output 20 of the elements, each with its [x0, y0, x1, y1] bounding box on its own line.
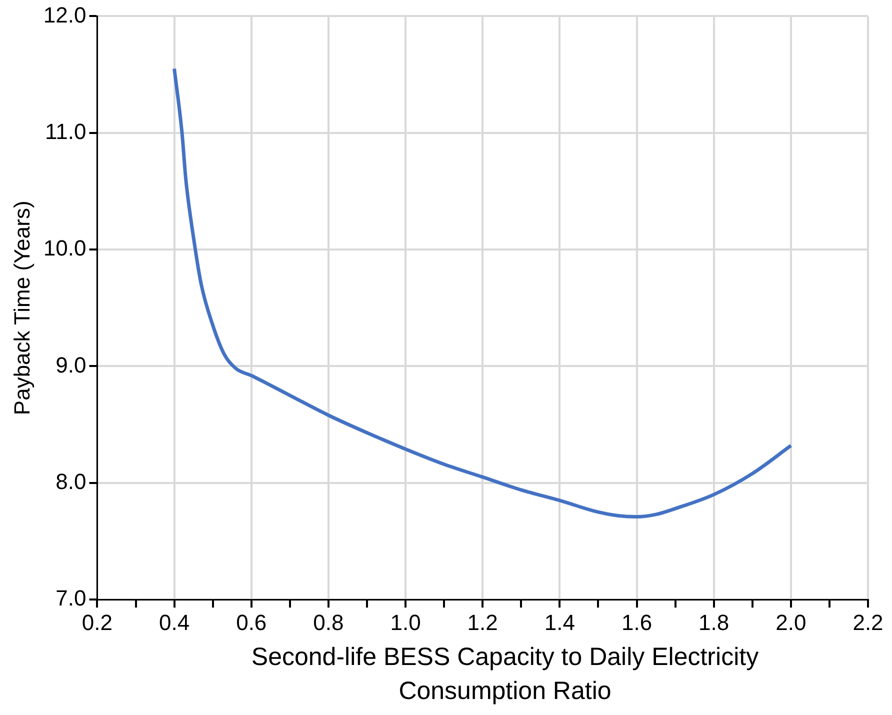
x-tick-label: 2.2	[852, 610, 884, 635]
y-tick-label: 10.0	[43, 236, 86, 261]
y-tick-label: 9.0	[56, 352, 86, 378]
x-tick-label: 1.6	[621, 610, 652, 635]
y-axis-title: Payback Time (Years)	[9, 200, 34, 416]
line-series	[172, 66, 793, 519]
y-tick-label: 8.0	[56, 468, 86, 494]
x-tick-label: 2.0	[776, 610, 806, 635]
x-tick-label: 0.8	[313, 610, 344, 635]
x-tick-label: 1.2	[467, 610, 498, 635]
x-axis-title: Second-life BESS Capacity to Daily Electricity Consumption Ratio	[250, 642, 760, 707]
x-tick-label: 1.4	[544, 610, 575, 635]
y-tick-label: 12.0	[43, 2, 86, 28]
x-tick-label: 0.4	[159, 610, 190, 635]
y-tick-label: 11.0	[45, 118, 86, 144]
x-tick-label: 1.0	[390, 610, 421, 635]
x-tick-label: 0.6	[236, 610, 267, 635]
y-tick-label: 7.0	[56, 586, 86, 611]
x-tick-label: 0.2	[82, 610, 113, 635]
x-tick-label: 1.8	[698, 610, 730, 635]
